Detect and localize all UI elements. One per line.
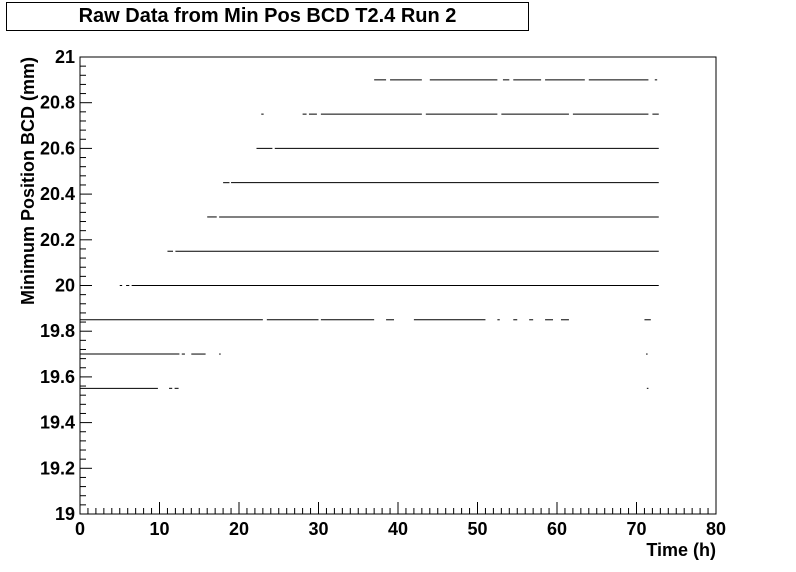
x-tick-label: 60: [547, 519, 567, 539]
y-tick-label: 20.4: [40, 184, 75, 204]
x-tick-label: 70: [626, 519, 646, 539]
x-tick-label: 50: [467, 519, 487, 539]
x-tick-label: 0: [75, 519, 85, 539]
x-tick-label: 80: [706, 519, 726, 539]
x-tick-label: 20: [229, 519, 249, 539]
y-tick-label: 19.4: [40, 413, 75, 433]
y-tick-label: 20: [55, 276, 75, 296]
data-layer: [80, 79, 659, 389]
chart-title: Raw Data from Min Pos BCD T2.4 Run 2: [6, 2, 529, 31]
y-tick-label: 21: [55, 47, 75, 67]
x-tick-label: 30: [308, 519, 328, 539]
x-tick-label: 40: [388, 519, 408, 539]
y-tick-label: 19.8: [40, 321, 75, 341]
y-tick-label: 20.6: [40, 138, 75, 158]
x-axis-label: Time (h): [646, 540, 716, 560]
y-tick-label: 20.2: [40, 230, 75, 250]
axis-layer: 0 10 20 30 40 50 60 70 80 19 19.2 19.4 19.6 19.8 20 20.…: [40, 47, 726, 539]
y-tick-label: 20.8: [40, 93, 75, 113]
x-tick-label: 10: [149, 519, 169, 539]
y-tick-label: 19.6: [40, 367, 75, 387]
y-tick-label: 19.2: [40, 458, 75, 478]
y-tick-label: 19: [55, 504, 75, 524]
y-axis-label: Minimum Position BCD (mm): [18, 57, 38, 305]
